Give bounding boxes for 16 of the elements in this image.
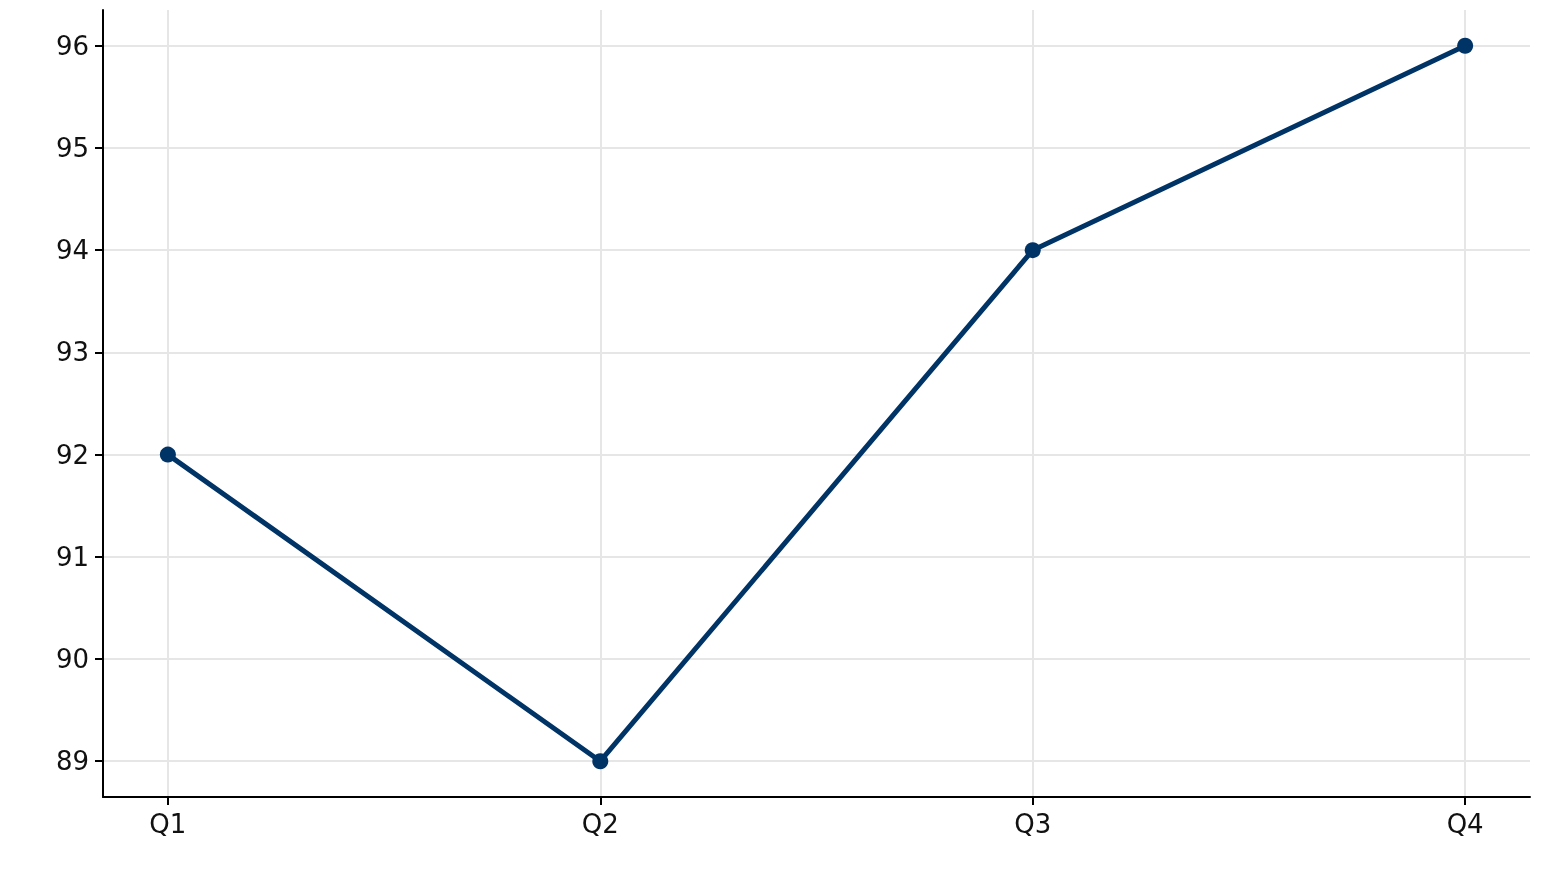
point xyxy=(1024,242,1041,259)
x-tick-label: Q2 xyxy=(581,809,619,839)
x-tick-label: Q1 xyxy=(149,809,187,839)
y-tick-label: 96 xyxy=(55,30,89,61)
y-tick-label: 90 xyxy=(55,644,89,675)
y-tick-label: 95 xyxy=(55,132,89,163)
point xyxy=(592,753,609,770)
y-tick-label: 89 xyxy=(55,746,89,777)
x-tick-label: Q4 xyxy=(1446,809,1484,839)
y-tick-label: 92 xyxy=(55,439,89,470)
y-tick-label: 93 xyxy=(55,337,89,368)
point xyxy=(159,446,176,463)
y-tick-label: 94 xyxy=(55,235,89,266)
x-tick-label: Q3 xyxy=(1014,809,1052,839)
y-tick-label: 91 xyxy=(55,541,89,572)
point xyxy=(1457,37,1474,54)
